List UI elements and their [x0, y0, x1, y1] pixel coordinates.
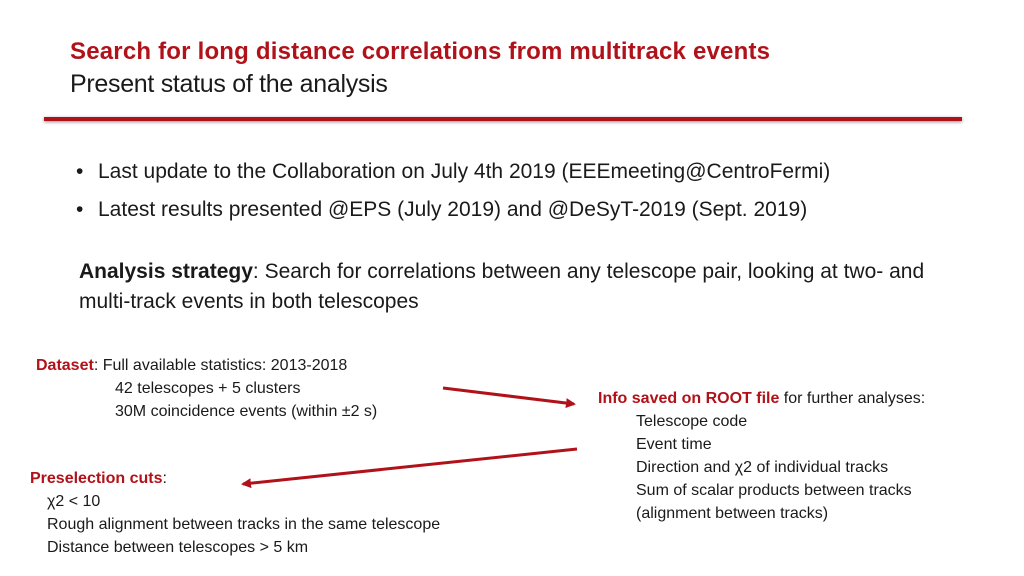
slide-subtitle: Present status of the analysis: [70, 70, 388, 98]
bullet-item: • Latest results presented @EPS (July 201…: [76, 193, 830, 231]
analysis-strategy: Analysis strategy: Search for correlatio…: [79, 257, 959, 317]
info-line: Direction and χ2 of individual tracks: [636, 459, 889, 476]
info-suffix: for further analyses:: [779, 390, 926, 407]
slide-title: Search for long distance correlations fr…: [70, 38, 771, 65]
dataset-line: 30M coincidence events (within ±2 s): [115, 403, 378, 420]
bullet-dot-icon: •: [76, 160, 84, 183]
title-divider: [44, 117, 962, 121]
bullet-dot-icon: •: [76, 198, 84, 221]
dataset-label: Dataset: [36, 357, 94, 374]
info-line: Sum of scalar products between tracks: [636, 482, 912, 499]
preselection-label: Preselection cuts: [30, 470, 163, 487]
info-line: (alignment between tracks): [636, 505, 829, 522]
preselection-line: Distance between telescopes > 5 km: [47, 539, 309, 556]
bullet-list: • Last update to the Collaboration on Jul…: [76, 155, 830, 231]
info-block: Info saved on ROOT file for further anal…: [598, 387, 925, 525]
dataset-first-line: : Full available statistics: 2013-2018: [93, 357, 348, 374]
dataset-line: 42 telescopes + 5 clusters: [115, 380, 301, 397]
strategy-text: : Search for correlations between any te…: [79, 260, 925, 313]
info-line: Telescope code: [636, 413, 748, 430]
bullet-text: Last update to the Collaboration on July…: [98, 160, 831, 183]
preselection-block: Preselection cuts: χ2 < 10 Rough alignme…: [30, 467, 440, 559]
bullet-item: • Last update to the Collaboration on Jul…: [76, 155, 830, 193]
arrow-info-to-preselection-icon: [241, 447, 578, 489]
info-line: Event time: [636, 436, 712, 453]
preselection-colon: :: [162, 470, 167, 487]
preselection-line: χ2 < 10: [47, 493, 101, 510]
info-label: Info saved on ROOT file: [598, 390, 780, 407]
bullet-text: Latest results presented @EPS (July 2019…: [98, 198, 808, 221]
strategy-label: Analysis strategy: [79, 260, 253, 283]
dataset-block: Dataset: Full available statistics: 2013…: [36, 354, 377, 423]
arrow-dataset-to-info-icon: [442, 386, 576, 408]
preselection-line: Rough alignment between tracks in the sa…: [47, 516, 441, 533]
